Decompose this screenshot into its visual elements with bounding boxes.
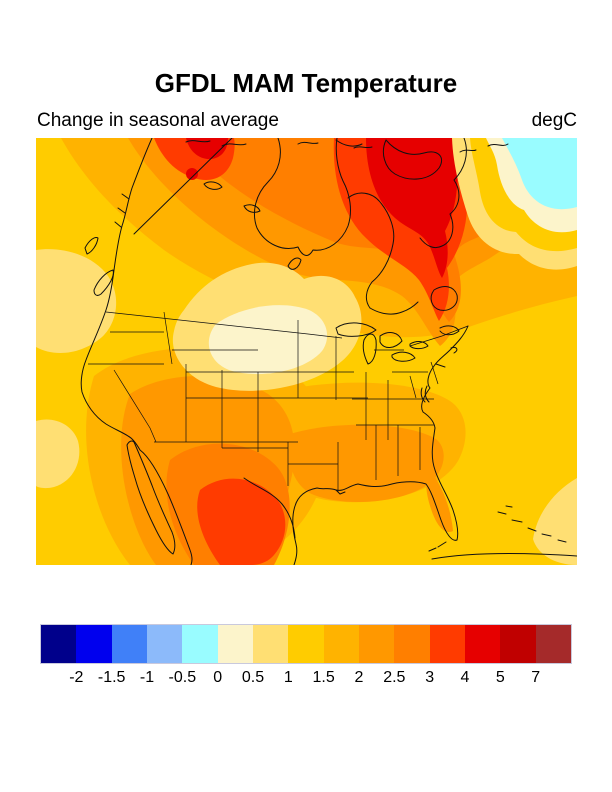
colorbar-cells: [41, 625, 571, 663]
colorbar-labels: -2 -1.5 -1 -0.5 0 0.5 1 1.5 2 2.5 3 4 5 7: [41, 669, 571, 689]
fill-plains-cream-core: [208, 305, 328, 375]
contour-map: [36, 138, 577, 565]
coastline-ungava-labrador: [347, 138, 467, 309]
colorbar-tick-label: 1.5: [312, 669, 335, 686]
coastline-west: [80, 138, 193, 565]
island-baffin: [335, 139, 443, 180]
colorbar-tick-label: 1: [283, 669, 293, 686]
chart-title: GFDL MAM Temperature: [154, 68, 458, 98]
fill-west-red-spot-top: [186, 138, 228, 160]
coastline-baja: [126, 440, 176, 555]
colorbar-cell-7: [288, 625, 324, 663]
colorbar-tick-label: -1: [139, 669, 155, 686]
lakes-northwest: [203, 181, 302, 270]
units-label: degC: [531, 110, 577, 131]
colorbar-cell-2: [111, 625, 147, 663]
fill-red-dot: [186, 168, 198, 180]
colorbar-cell-1: [76, 625, 112, 663]
contour-fills: [36, 138, 577, 565]
lake-ontario: [409, 341, 429, 350]
colorbar-cell-14: [535, 625, 571, 663]
colorbar-cell-4: [182, 625, 218, 663]
coastlines: [80, 138, 577, 565]
colorbar-cell-3: [146, 625, 183, 663]
colorbar: [41, 625, 571, 663]
border-alaska-diagonal: [133, 138, 233, 235]
border-us-canada: [105, 311, 469, 347]
colorbar-cell-12: [464, 625, 501, 663]
fill-atlantic-cyan-patch: [502, 138, 577, 210]
chart-subtitle: Change in seasonal average: [37, 110, 279, 131]
lake-erie: [391, 351, 416, 362]
contour-map-svg: [36, 138, 577, 565]
lake-michigan: [362, 333, 377, 365]
colorbar-cell-10: [394, 625, 430, 663]
islets-panhandle: [114, 193, 130, 228]
colorbar-tick-label: -1.5: [97, 669, 126, 686]
coastline-st-lawrence: [369, 301, 460, 336]
fill-gulf-coast-orange: [288, 424, 444, 503]
lakes-great-lakes: [335, 322, 429, 365]
fill-mexico-red-orange-core: [197, 478, 286, 565]
colorbar-cell-11: [429, 625, 465, 663]
fill-pacific-pale: [36, 249, 117, 353]
colorbar-cell-9: [358, 625, 395, 663]
colorbar-tick-label: 2: [354, 669, 364, 686]
political-borders: [88, 311, 469, 492]
fill-bottom-right-pale: [533, 478, 577, 565]
colorbar-cell-13: [500, 625, 536, 663]
arctic-island-squiggles: [185, 140, 509, 153]
colorbar-tick-label: -0.5: [168, 669, 197, 686]
colorbar-tick-label: -2: [69, 669, 84, 686]
coastline-hudson-bay: [254, 138, 351, 256]
coast-details-east: [335, 347, 458, 495]
colorbar-cell-6: [252, 625, 289, 663]
island-haida: [84, 237, 99, 255]
colorbar-cell-0: [41, 625, 77, 663]
island-newfoundland: [430, 286, 458, 311]
borders-us-states: [88, 311, 439, 492]
colorbar-tick-label: 3: [425, 669, 435, 686]
coastline-cuba-bahamas: [428, 505, 577, 560]
colorbar-tick-label: 0.5: [241, 669, 265, 686]
colorbar-tick-label: 4: [460, 669, 470, 686]
colorbar-cell-5: [217, 625, 253, 663]
lake-superior: [335, 322, 377, 337]
colorbar-tick-label: 0: [213, 669, 223, 686]
colorbar-cell-8: [323, 625, 359, 663]
coastline-east: [292, 325, 469, 565]
river-rio-grande: [243, 477, 296, 539]
lake-huron: [379, 332, 403, 348]
colorbar-tick-label: 2.5: [383, 669, 406, 686]
colorbar-tick-label: 5: [495, 669, 505, 686]
fill-florida-orange: [426, 470, 453, 533]
colorbar-tick-label: 7: [531, 669, 541, 686]
fill-bottom-left-pale: [36, 419, 80, 489]
island-vancouver: [93, 269, 114, 296]
